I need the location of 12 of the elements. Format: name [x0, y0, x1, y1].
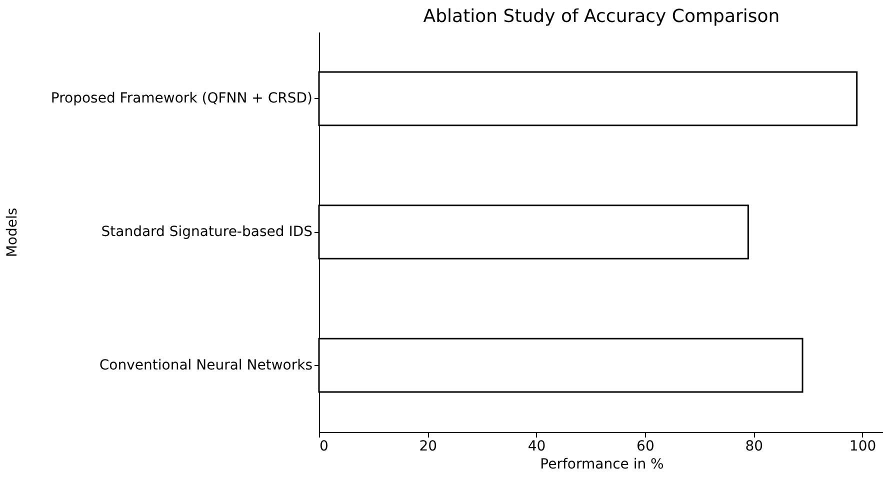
y-tick-label: Proposed Framework (QFNN + CRSD): [50, 90, 312, 107]
x-tick-label: 60: [636, 438, 654, 454]
x-axis-title: Performance in %: [540, 456, 664, 472]
x-tick-label: 100: [849, 438, 876, 454]
y-tick-label: Standard Signature-based IDS: [101, 224, 313, 240]
chart-title: Ablation Study of Accuracy Comparison: [423, 6, 780, 27]
x-tick-label: 0: [320, 438, 328, 454]
x-tick-label: 40: [528, 438, 546, 454]
y-tick-label: Conventional Neural Networks: [99, 357, 312, 374]
y-axis-title: Models: [4, 208, 20, 258]
x-tick-label: 20: [419, 438, 438, 454]
x-tick-label: 80: [745, 438, 764, 454]
